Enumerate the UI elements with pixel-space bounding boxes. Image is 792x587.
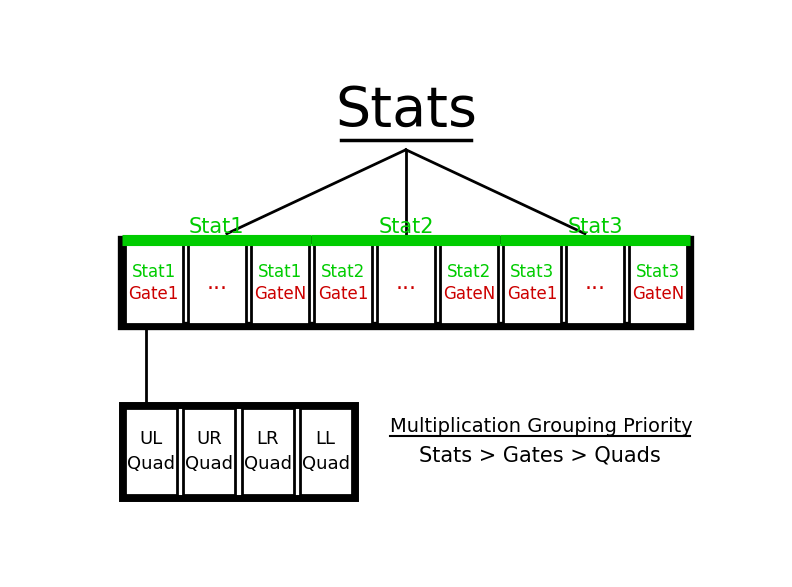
Text: UL
Quad: UL Quad xyxy=(128,430,175,473)
Text: Stat2: Stat2 xyxy=(321,263,365,281)
Bar xyxy=(125,409,177,495)
Text: ...: ... xyxy=(395,273,417,293)
Text: ...: ... xyxy=(584,273,606,293)
Bar xyxy=(188,242,246,324)
Bar xyxy=(250,242,309,324)
Bar xyxy=(122,240,690,326)
Bar xyxy=(377,242,435,324)
Text: ...: ... xyxy=(206,273,227,293)
Text: Stat1: Stat1 xyxy=(257,263,302,281)
Bar xyxy=(565,242,624,324)
Text: Stat1: Stat1 xyxy=(189,217,245,237)
Text: Stat2: Stat2 xyxy=(378,217,434,237)
Text: Stat1: Stat1 xyxy=(131,263,176,281)
Text: Gate1: Gate1 xyxy=(318,285,368,303)
Bar xyxy=(124,242,183,324)
Text: GateN: GateN xyxy=(253,285,306,303)
Text: Stat3: Stat3 xyxy=(567,217,623,237)
Text: Multiplication Grouping Priority: Multiplication Grouping Priority xyxy=(390,417,692,436)
Text: Stats: Stats xyxy=(335,83,477,137)
Bar xyxy=(122,406,355,498)
Text: Gate1: Gate1 xyxy=(507,285,557,303)
Text: Gate1: Gate1 xyxy=(128,285,179,303)
Text: LL
Quad: LL Quad xyxy=(302,430,350,473)
Bar xyxy=(503,242,562,324)
Bar xyxy=(242,409,294,495)
Bar xyxy=(299,409,352,495)
Text: Stat3: Stat3 xyxy=(510,263,554,281)
Text: Stat2: Stat2 xyxy=(447,263,491,281)
Bar xyxy=(629,242,687,324)
Text: GateN: GateN xyxy=(632,285,684,303)
Bar xyxy=(314,242,372,324)
Text: LR
Quad: LR Quad xyxy=(244,430,291,473)
Text: Stats > Gates > Quads: Stats > Gates > Quads xyxy=(419,446,661,465)
Bar xyxy=(440,242,498,324)
Text: Stat3: Stat3 xyxy=(636,263,680,281)
Bar xyxy=(184,409,235,495)
Text: GateN: GateN xyxy=(443,285,495,303)
Text: UR
Quad: UR Quad xyxy=(185,430,234,473)
